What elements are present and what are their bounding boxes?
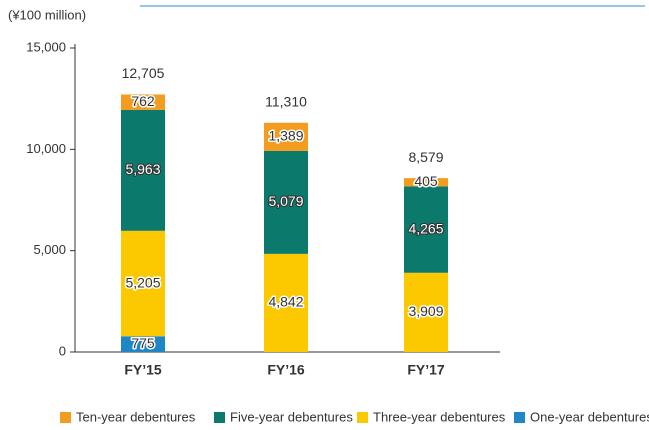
legend-label: Five-year debentures xyxy=(230,409,353,424)
data-label: 5,963 xyxy=(125,161,160,177)
total-label: 8,579 xyxy=(408,149,443,165)
bar-segment xyxy=(404,178,448,187)
bar-segment xyxy=(264,122,308,151)
bar-segment xyxy=(121,94,165,110)
bar-segment xyxy=(404,186,448,273)
y-tick-label: 10,000 xyxy=(26,141,66,156)
bar-segment xyxy=(121,336,165,352)
data-label: 1,389 xyxy=(268,128,303,144)
total-label: 12,705 xyxy=(122,65,165,81)
legend-swatch xyxy=(357,412,368,423)
data-label: 4,842 xyxy=(268,294,303,310)
data-label: 762 xyxy=(131,93,155,109)
x-tick-label: FY’16 xyxy=(267,362,305,378)
bar-segment xyxy=(121,230,165,337)
bar-segment xyxy=(264,253,308,352)
y-tick-label: 15,000 xyxy=(26,39,66,54)
data-label: 775 xyxy=(131,335,155,351)
legend-label: Three-year debentures xyxy=(373,409,506,424)
x-tick-label: FY’17 xyxy=(407,362,445,378)
legend-label: One-year debentures xyxy=(530,409,649,424)
data-label: 3,909 xyxy=(408,303,443,319)
bar-segment xyxy=(121,109,165,231)
data-label: 4,265 xyxy=(408,220,443,236)
y-tick-label: 5,000 xyxy=(33,242,66,257)
bar-segment xyxy=(264,150,308,254)
legend-label: Ten-year debentures xyxy=(76,409,196,424)
unit-label: (¥100 million) xyxy=(8,7,86,22)
total-label: 11,310 xyxy=(265,93,307,109)
data-label: 405 xyxy=(414,173,438,189)
x-tick-label: FY’15 xyxy=(124,362,162,378)
legend-swatch xyxy=(214,412,225,423)
data-label: 5,079 xyxy=(268,193,303,209)
y-tick-label: 0 xyxy=(59,343,66,358)
bar-segment xyxy=(404,272,448,352)
legend-swatch xyxy=(60,412,71,423)
legend-swatch xyxy=(514,412,525,423)
data-label: 5,205 xyxy=(125,274,160,290)
